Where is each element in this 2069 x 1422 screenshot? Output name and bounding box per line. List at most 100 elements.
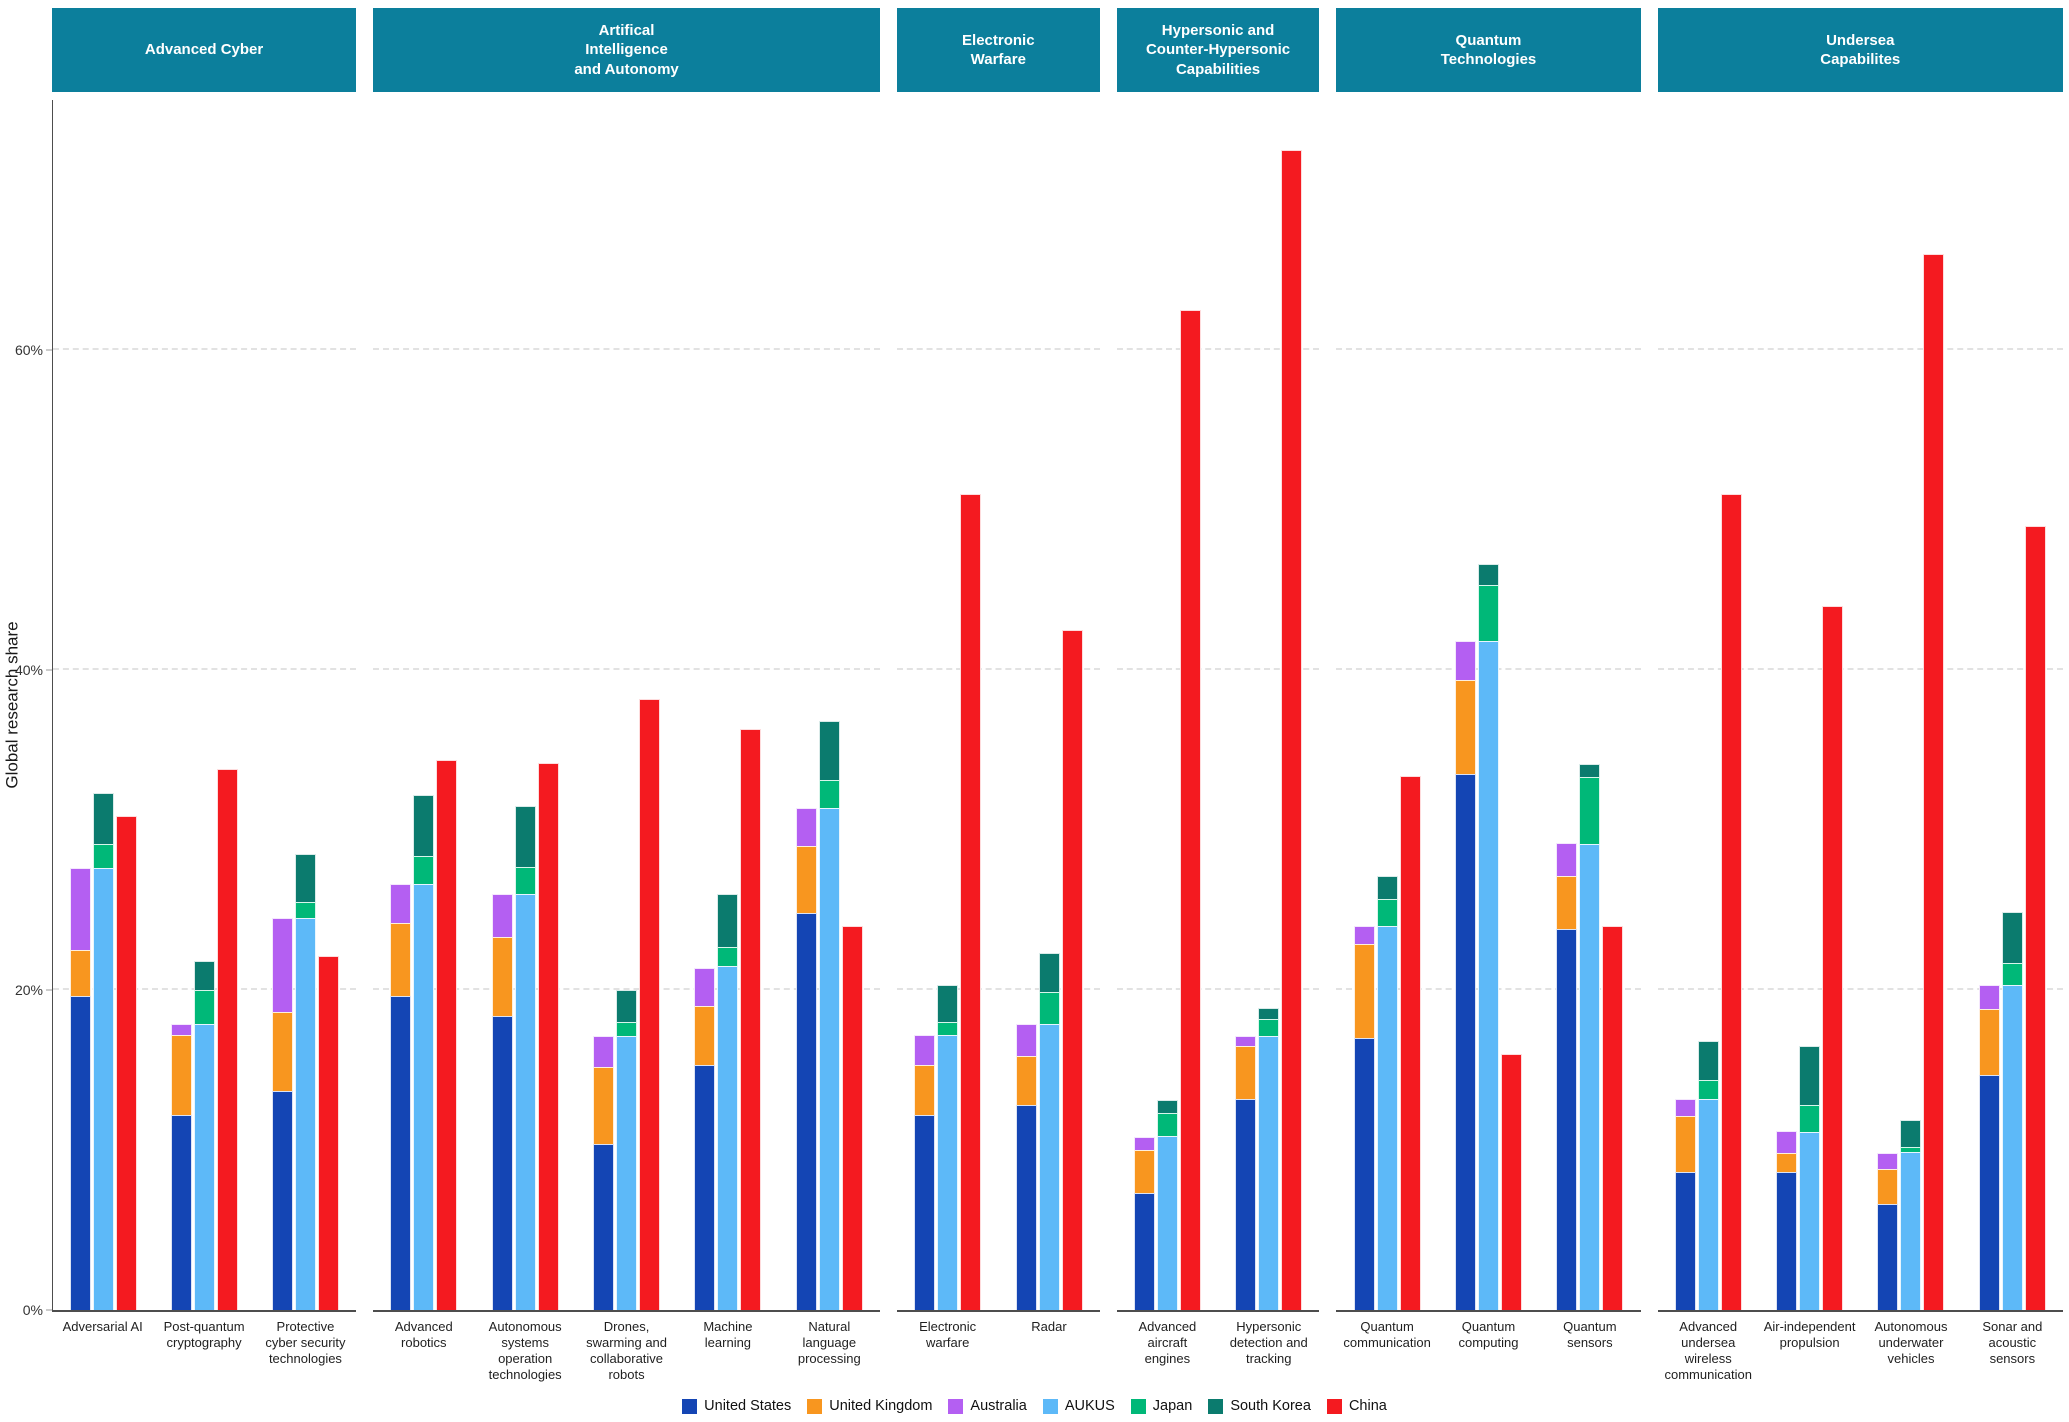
panel-plot (1116, 100, 1320, 1312)
bar-segment-china (1720, 494, 1742, 1310)
bar-segment-china (740, 729, 762, 1310)
category-row (1117, 100, 1320, 1310)
category-autonomous-systems-operation-technologies (474, 100, 575, 1310)
category-post-quantum-cryptography (154, 100, 255, 1310)
stacked-bar-aukus-japan-skorea (1038, 953, 1060, 1310)
stacked-bar-china (1500, 1054, 1522, 1310)
bar-segment-skorea (1477, 564, 1499, 586)
bar-segment-japan (295, 902, 317, 918)
bar-segment-us (593, 1143, 615, 1310)
bar-segment-japan (1697, 1079, 1719, 1099)
bar-segment-aus (1015, 1023, 1037, 1056)
bar-segment-uk (390, 922, 412, 997)
stacked-bar-china (436, 759, 458, 1310)
bar-segment-skorea (295, 854, 317, 902)
bar-segment-skorea (1156, 1100, 1178, 1114)
panel-artifical-intelligence-and-autonomy: Artifical Intelligence and Autonomy Advan… (373, 8, 880, 1407)
category-hypersonic-detection-and-tracking (1218, 100, 1319, 1310)
panel-header-artifical-intelligence-and-autonomy: Artifical Intelligence and Autonomy (373, 8, 880, 92)
bar-segment-us (390, 996, 412, 1310)
stacked-bar-china (1602, 926, 1624, 1310)
bar-segment-uk (1674, 1116, 1696, 1173)
gridline-40pct (373, 668, 880, 670)
category-row (53, 100, 356, 1310)
bar-segment-china (1061, 630, 1083, 1310)
stacked-bar-us-uk-aus (1353, 926, 1375, 1310)
category-label-radar: Radar (1031, 1319, 1067, 1334)
bar-segment-uk (1235, 1046, 1257, 1099)
y-axis-tick-mark (46, 349, 52, 351)
category-machine-learning (677, 100, 778, 1310)
stacked-bar-aukus-japan-skorea (818, 721, 840, 1310)
stacked-bar-aukus-japan-skorea (937, 985, 959, 1310)
category-labels-row: Quantum communication Quantum computing Qu… (1336, 1312, 1640, 1407)
bar-segment-aus (1556, 842, 1578, 877)
category-advanced-undersea-wireless-communication (1658, 100, 1759, 1310)
bar-segment-japan (1258, 1018, 1280, 1037)
bar-segment-china (116, 815, 138, 1310)
bar-segment-china (960, 494, 982, 1310)
stacked-bar-us-uk-aus (390, 884, 412, 1310)
stacked-bar-china (1281, 150, 1303, 1310)
legend-swatch-skorea (1208, 1398, 1224, 1414)
category-label-advanced-undersea-wireless-communication: Advanced undersea wireless communication (1664, 1319, 1752, 1382)
gridline-60pct (1657, 348, 2063, 350)
bar-segment-japan (1900, 1146, 1922, 1152)
bar-segment-aus (171, 1023, 193, 1035)
category-label-natural-language-processing: Natural language processing (797, 1319, 861, 1366)
legend-swatch-uk (807, 1398, 823, 1414)
y-axis-title: Global research share (3, 621, 23, 789)
stacked-bar-us-uk-aus (491, 894, 513, 1310)
stacked-bar-us-uk-aus (1674, 1098, 1696, 1310)
stacked-bar-aukus-japan-skorea (616, 990, 638, 1310)
y-axis-tick-label: 60% (14, 342, 43, 358)
gridline-60pct (896, 348, 1100, 350)
category-labels-row: Adversarial AI Post-quantum cryptography P… (52, 1312, 356, 1407)
legend-swatch-japan (1130, 1398, 1146, 1414)
bar-segment-skorea (93, 793, 115, 845)
stacked-bar-us-uk-aus (1235, 1036, 1257, 1310)
gridline-20pct (373, 988, 880, 990)
stacked-bar-aukus-japan-skorea (514, 806, 536, 1310)
stacked-bar-aukus-japan-skorea (93, 793, 115, 1310)
bar-segment-aukus (1477, 641, 1499, 1310)
bar-segment-aus (694, 967, 716, 1007)
bar-group (1978, 526, 2046, 1310)
bar-segment-us (70, 996, 92, 1310)
bar-segment-uk (171, 1034, 193, 1115)
bar-group (171, 769, 239, 1310)
bar-segment-japan (1477, 585, 1499, 642)
gridline-40pct (1657, 668, 2063, 670)
bar-segment-aukus (1579, 844, 1601, 1310)
category-radar (998, 100, 1099, 1310)
legend-item-australia: Australia (948, 1398, 1027, 1414)
bar-segment-us (1015, 1105, 1037, 1310)
bar-segment-china (2024, 526, 2046, 1310)
stacked-bar-us-uk-aus (1776, 1130, 1798, 1310)
legend: United States United Kingdom Australia AUKU… (0, 1398, 2069, 1414)
stacked-bar-us-uk-aus (1454, 641, 1476, 1310)
bar-segment-aukus (616, 1036, 638, 1310)
bar-segment-us (1235, 1098, 1257, 1310)
bar-segment-china (639, 698, 661, 1310)
bar-segment-skorea (1697, 1041, 1719, 1080)
category-label-sonar-and-acoustic-sensors: Sonar and acoustic sensors (1982, 1319, 2043, 1366)
gridline-20pct (896, 988, 1100, 990)
bar-segment-aukus (1156, 1135, 1178, 1310)
legend-swatch-china (1326, 1398, 1342, 1414)
gridline-20pct (1116, 988, 1320, 990)
bar-segment-china (1179, 310, 1201, 1310)
legend-item-japan: Japan (1130, 1398, 1192, 1414)
bar-segment-us (491, 1015, 513, 1310)
category-label-air-independent-propulsion: Air-independent propulsion (1763, 1319, 1856, 1350)
bar-group (914, 494, 982, 1310)
panel-electronic-warfare: Electronic Warfare Electronic warfare Rada… (896, 8, 1100, 1407)
bar-segment-japan (937, 1022, 959, 1035)
panel-header-electronic-warfare: Electronic Warfare (896, 8, 1100, 92)
stacked-bar-us-uk-aus (1978, 985, 2000, 1310)
category-advanced-robotics (373, 100, 474, 1310)
bar-segment-aukus (1258, 1036, 1280, 1310)
bar-segment-aukus (295, 918, 317, 1310)
bar-group (1674, 494, 1742, 1310)
bar-group (1235, 150, 1303, 1310)
